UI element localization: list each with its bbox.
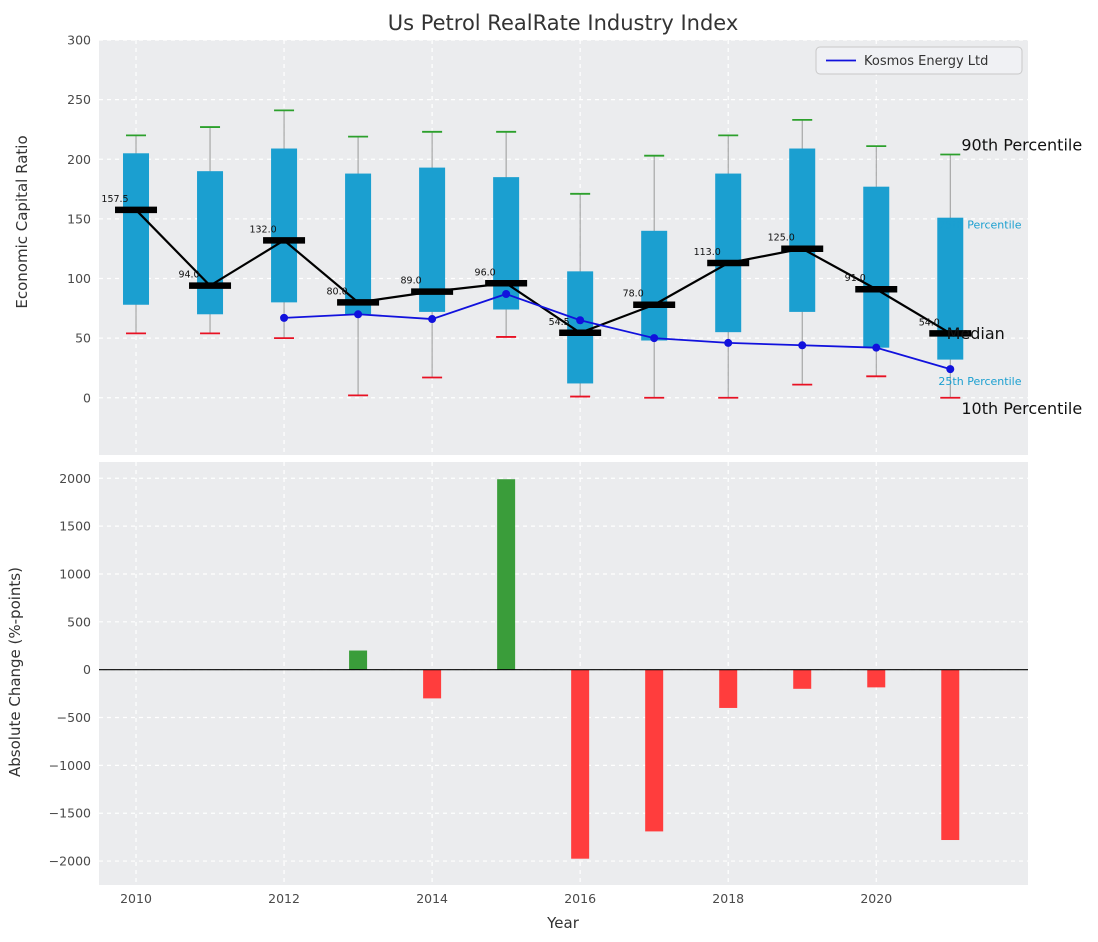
iqr-box-2015 [493,177,520,310]
change-bar-2019 [793,669,812,689]
bottom-panel-y-tick-label: −500 [57,710,91,725]
annotation-25th-percentile: 25th Percentile [938,375,1021,388]
change-bar-2018 [719,669,738,708]
median-value-label-2019: 125.0 [768,233,795,244]
change-bar-2013 [349,650,368,670]
x-axis-label: Year [546,914,580,932]
median-value-label-2013: 80.0 [327,286,348,297]
top-y-axis-label: Economic Capital Ratio [13,135,31,308]
change-bar-2017 [645,669,664,832]
bottom-panel-y-tick-label: −1000 [49,758,91,773]
median-value-label-2018: 113.0 [694,247,721,258]
bottom-panel-y-tick-label: 1500 [59,519,91,534]
change-bar-2016 [571,669,590,859]
change-bar-2014 [423,669,442,699]
annotation-10th-percentile: 10th Percentile [961,399,1082,418]
top-panel-y-tick-label: 100 [67,271,91,286]
series-marker-2020 [872,343,881,352]
iqr-box-2019 [789,148,816,312]
top-panel-y-tick-label: 200 [67,152,91,167]
top-panel-y-tick-label: 300 [67,33,91,48]
series-marker-2019 [798,341,807,350]
bottom-panel-background [99,462,1028,885]
iqr-box-2017 [641,230,668,341]
annotation-75th-percentile: 75th Percentile [938,219,1021,232]
annotation-median: Median [947,324,1005,343]
series-marker-2018 [724,338,733,347]
median-value-label-2020: 91.0 [845,273,866,284]
change-bar-2015 [497,479,516,670]
x-tick-label-2016: 2016 [564,891,596,906]
top-panel-y-tick-label: 0 [83,390,91,405]
bottom-panel-y-tick-label: 1000 [59,566,91,581]
change-bar-2021 [941,669,960,841]
median-value-label-2012: 132.0 [249,224,276,235]
median-value-label-2017: 78.0 [623,289,644,300]
series-marker-2017 [650,334,659,343]
median-value-label-2016: 54.5 [549,317,570,328]
top-panel-y-tick-label: 150 [67,211,91,226]
bottom-panel-y-tick-label: −1500 [49,806,91,821]
series-marker-2012 [280,313,289,322]
x-tick-label-2010: 2010 [120,891,152,906]
bottom-panel-y-tick-label: 0 [83,662,91,677]
median-value-label-2021: 54.0 [919,317,940,328]
change-bar-2020 [867,669,886,688]
x-tick-label-2020: 2020 [860,891,892,906]
median-value-label-2015: 96.0 [475,267,496,278]
x-tick-label-2012: 2012 [268,891,300,906]
bottom-panel-y-tick-label: −2000 [49,854,91,869]
legend-box [815,46,1023,75]
top-panel-y-tick-label: 250 [67,92,91,107]
x-tick-label-2018: 2018 [712,891,744,906]
bottom-y-axis-label: Absolute Change (%-points) [6,567,24,777]
iqr-box-2018 [715,173,742,333]
series-marker-2016 [576,316,585,325]
chart-title: Us Petrol RealRate Industry Index [388,11,739,35]
x-tick-label-2014: 2014 [416,891,448,906]
iqr-box-2012 [271,148,298,303]
top-panel-y-tick-label: 50 [75,331,91,346]
median-value-label-2014: 89.0 [401,276,422,287]
bottom-panel-y-tick-label: 2000 [59,471,91,486]
series-marker-2014 [428,315,437,324]
iqr-box-2010 [123,153,150,305]
median-value-label-2010: 157.5 [101,194,128,205]
legend: Kosmos Energy Ltd [815,46,1023,75]
legend-label: Kosmos Energy Ltd [864,54,988,69]
series-line-kosmos [284,293,951,371]
series-marker-2015 [502,290,511,299]
series-marker-2013 [354,310,363,319]
plot-layer: 0 50 100 150 200 250 300 157.5 94.0 132.0 80.0 89.0… [49,33,1082,907]
median-value-label-2011: 94.0 [178,270,199,281]
series-marker-2021 [946,365,955,374]
iqr-box-2011 [197,171,224,315]
iqr-box-2013 [345,173,372,315]
annotation-90th-percentile: 90th Percentile [961,136,1082,155]
iqr-box-2020 [863,186,890,348]
bottom-panel-y-tick-label: 500 [67,614,91,629]
iqr-box-2014 [419,167,446,312]
